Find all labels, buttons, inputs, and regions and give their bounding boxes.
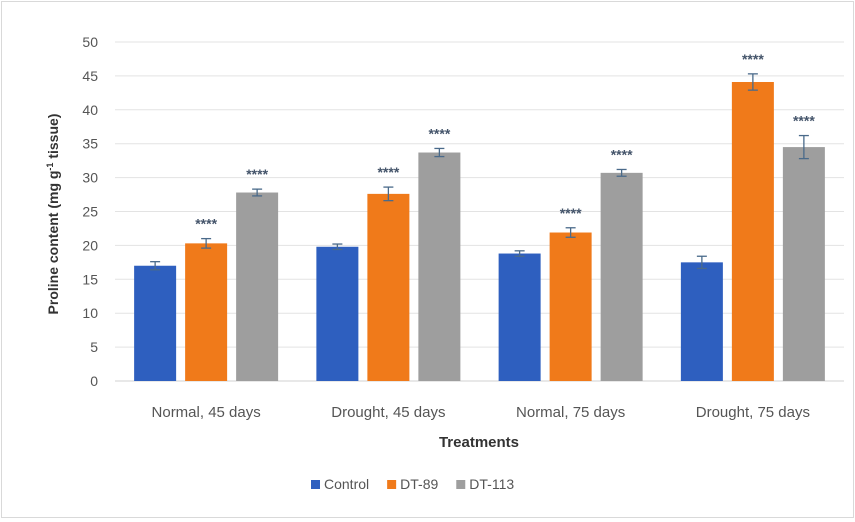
- legend-label: DT-113: [469, 476, 514, 492]
- bar: [418, 152, 461, 381]
- y-axis-label: Proline content (mg g-1 tissue): [45, 114, 61, 315]
- y-tick-label: 15: [82, 271, 98, 287]
- significance-label: ****: [246, 166, 268, 182]
- significance-label: ****: [428, 125, 450, 141]
- x-tick-label: Drought, 75 days: [696, 404, 810, 421]
- y-tick-label: 25: [82, 204, 98, 220]
- y-tick-label: 0: [90, 373, 98, 389]
- bars: **** **** **** **** **** **** **** ****: [134, 51, 825, 381]
- legend: Control DT-89 DT-113: [311, 476, 514, 492]
- x-tick-label: Drought, 45 days: [331, 404, 445, 421]
- y-tick-label: 35: [82, 136, 98, 152]
- bar: [731, 82, 774, 381]
- legend-swatch: [387, 480, 397, 489]
- significance-label: ****: [793, 113, 815, 129]
- bar: [600, 172, 643, 381]
- bar: [549, 232, 592, 381]
- x-axis-label: Treatments: [439, 434, 519, 451]
- x-tick-labels: Normal, 45 days Drought, 45 days Normal, 7…: [152, 404, 810, 421]
- y-tick-label: 45: [82, 68, 98, 84]
- y-tick-label: 30: [82, 170, 98, 186]
- bar: [367, 193, 410, 381]
- legend-label: DT-89: [400, 476, 438, 492]
- significance-label: ****: [611, 146, 633, 162]
- bar: [134, 265, 177, 381]
- bar: [680, 262, 723, 381]
- significance-label: ****: [560, 205, 582, 221]
- x-tick-label: Normal, 45 days: [152, 404, 261, 421]
- significance-label: ****: [195, 216, 217, 232]
- bar: [782, 147, 825, 381]
- legend-label: Control: [324, 476, 369, 492]
- x-tick-label: Normal, 75 days: [516, 404, 625, 421]
- significance-label: ****: [742, 51, 764, 67]
- y-tick-label: 50: [82, 34, 98, 50]
- bar: [498, 253, 541, 381]
- y-tick-label: 10: [82, 305, 98, 321]
- bar: [185, 243, 228, 381]
- y-tick-label: 20: [82, 237, 98, 253]
- legend-swatch: [456, 480, 466, 489]
- significance-label: ****: [377, 164, 399, 180]
- y-tick-labels: 0 5 10 15 20 25 30 35 40 45 50: [82, 34, 98, 389]
- bar: [316, 246, 359, 381]
- bar: [236, 192, 279, 381]
- legend-swatch: [311, 480, 320, 489]
- y-tick-label: 5: [90, 339, 98, 355]
- y-tick-label: 40: [82, 102, 98, 118]
